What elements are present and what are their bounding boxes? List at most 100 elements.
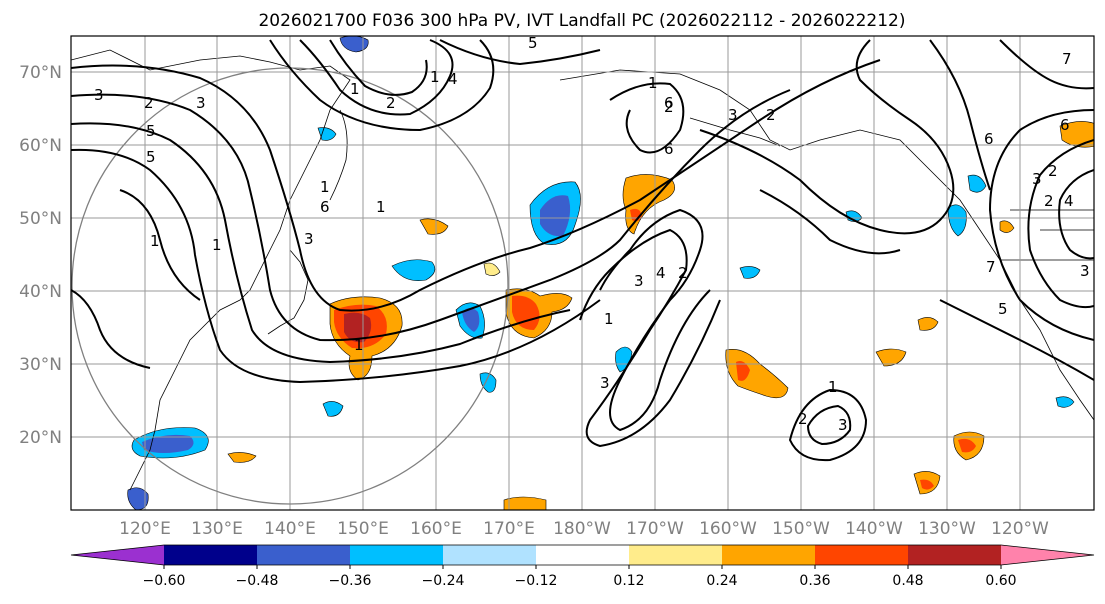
coast-kamchatka <box>329 109 348 201</box>
contour-label: 5 <box>998 300 1008 318</box>
pos-patch-small4 <box>999 220 1015 233</box>
contour-label: 2 <box>144 94 154 112</box>
contour-label: 3 <box>1032 170 1042 188</box>
contour-label: 2 <box>766 106 776 124</box>
lon-label: 130°E <box>191 519 243 539</box>
contour-label: 2 <box>1044 192 1054 210</box>
contour-label: 4 <box>656 264 666 282</box>
colorbar-segment <box>1001 545 1094 565</box>
lon-label: 160°E <box>410 519 462 539</box>
contour-label: 7 <box>1062 50 1072 68</box>
contour-label: 7 <box>986 258 996 276</box>
colorbar-tick-label: 0.36 <box>799 573 830 589</box>
pos-patch-nw2 <box>419 218 449 235</box>
map-title: 2026021700 F036 300 hPa PV, IVT Landfall… <box>258 11 905 31</box>
colorbar-ticks: −0.60 −0.48 −0.36 −0.24 −0.12 0.12 0.24 0.36 0.4… <box>143 565 1017 589</box>
colorbar-segment <box>71 545 164 565</box>
pos-patch-ph <box>227 452 257 463</box>
lon-label: 140°W <box>845 519 903 539</box>
lon-label: 150°E <box>337 519 389 539</box>
lon-label: 160°W <box>699 519 757 539</box>
pos-patch-small2 <box>917 317 939 331</box>
contour-label: 2 <box>1048 162 1058 180</box>
colorbar-segment <box>350 545 444 565</box>
colorbar: −0.60 −0.48 −0.36 −0.24 −0.12 0.12 0.24 0.36 0.4… <box>70 544 1095 589</box>
contour-label: 5 <box>146 122 156 140</box>
coast-asia <box>71 49 351 491</box>
neg-patch-scs <box>127 487 149 510</box>
contour-label: 1 <box>648 74 658 92</box>
neg-patch-east1 <box>739 266 761 279</box>
contour-label: 3 <box>838 416 848 434</box>
colorbar-segment <box>164 545 258 565</box>
contour-label: 1 <box>320 178 330 196</box>
contour-label: 1 <box>604 310 614 328</box>
coast-aleutians <box>689 117 781 147</box>
contour-label: 3 <box>728 106 738 124</box>
contour-label: 2 <box>678 264 688 282</box>
contour-label: 1 <box>828 378 838 396</box>
colorbar-tick-label: −0.60 <box>143 573 186 589</box>
contour-label: 6 <box>664 140 674 158</box>
pos-patch-small3 <box>483 262 501 276</box>
contour-label: 6 <box>664 94 674 112</box>
colorbar-tick-label: −0.48 <box>236 573 279 589</box>
contour-label: 1 <box>376 198 386 216</box>
lon-label: 120°W <box>991 519 1049 539</box>
colorbar-segment <box>629 545 723 565</box>
colorbar-segment <box>722 545 816 565</box>
pos-patch-small1 <box>875 348 907 367</box>
neg-patch-siberia <box>339 36 369 53</box>
colorbar-segment <box>536 545 630 565</box>
contour-label: 3 <box>196 94 206 112</box>
lon-label: 170°E <box>483 519 535 539</box>
contour-label: 2 <box>386 94 396 112</box>
contour-label: 5 <box>146 148 156 166</box>
neg-patch-bc <box>947 204 967 237</box>
lat-label: 20°N <box>19 428 62 448</box>
lon-label: 180°W <box>553 519 611 539</box>
map-panel: 5 3 2 1 1 2 3 4 5 1 1 1 6 5 3 1 1 3 1 3 … <box>71 36 1094 510</box>
contour-label: 6 <box>1060 116 1070 134</box>
contour-label: 3 <box>600 374 610 392</box>
contour-label: 3 <box>1080 262 1090 280</box>
colorbar-segment <box>908 545 1002 565</box>
lat-label: 60°N <box>19 136 62 156</box>
lat-labels: 70°N 60°N 50°N 40°N 30°N 20°N <box>19 63 62 448</box>
colorbar-tick-label: −0.12 <box>515 573 558 589</box>
contour-label: 6 <box>320 198 330 216</box>
contour-label: 3 <box>304 230 314 248</box>
coast-japan <box>267 249 309 335</box>
lon-label: 130°W <box>918 519 976 539</box>
colorbar-segments <box>70 544 1095 566</box>
colorbar-tick-label: 0.24 <box>706 573 737 589</box>
neg-patch-bc2 <box>967 174 987 193</box>
lon-label: 120°E <box>119 519 171 539</box>
neg-patch-nw-pac <box>391 259 436 281</box>
contour-label: 1 <box>430 68 440 86</box>
contour-label: 1 <box>150 232 160 250</box>
contour-label: 3 <box>94 86 104 104</box>
colorbar-tick-label: 0.12 <box>613 573 644 589</box>
lon-label: 140°E <box>264 519 316 539</box>
contour-label: 1 <box>212 236 222 254</box>
colorbar-segment <box>443 545 537 565</box>
coast-na-east <box>1000 209 1094 261</box>
contour-label: 2 <box>664 98 674 116</box>
lon-labels: 120°E 130°E 140°E 150°E 160°E 170°E 180°… <box>119 519 1049 539</box>
lat-label: 30°N <box>19 355 62 375</box>
contours <box>71 39 1094 462</box>
contour-label: 1 <box>354 336 364 354</box>
colorbar-tick-label: 0.60 <box>985 573 1016 589</box>
contour-label: 3 <box>634 272 644 290</box>
pos-patch-ne <box>1059 121 1094 148</box>
lat-label: 40°N <box>19 282 62 302</box>
contour-label: 2 <box>798 410 808 428</box>
lat-label: 50°N <box>19 209 62 229</box>
colorbar-segment <box>257 545 351 565</box>
contour-label: 1 <box>350 80 360 98</box>
contour-label: 4 <box>1064 192 1074 210</box>
contour-label: 6 <box>984 130 994 148</box>
